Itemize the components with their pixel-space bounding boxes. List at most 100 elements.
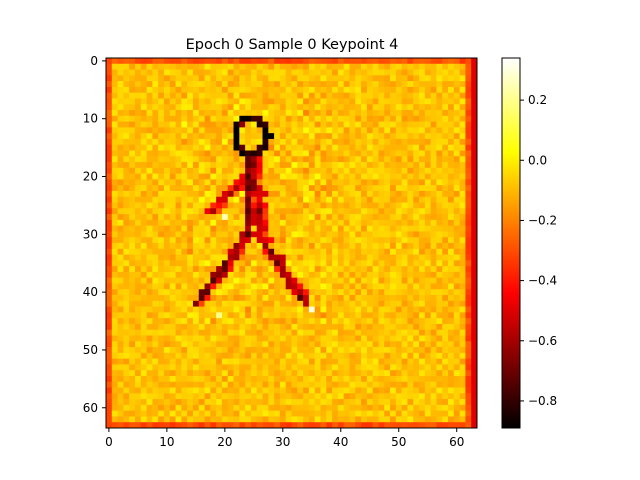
- heatmap-cell: [187, 202, 194, 209]
- heatmap-cell: [134, 289, 142, 296]
- heatmap-cell: [106, 323, 113, 331]
- heatmap-cell: [262, 150, 269, 157]
- heatmap-cell: [262, 352, 269, 359]
- heatmap-cell: [123, 196, 130, 203]
- heatmap-cell: [436, 86, 443, 94]
- heatmap-cell: [146, 98, 153, 105]
- heatmap-cell: [198, 121, 205, 128]
- colorbar-band: [502, 90, 520, 93]
- heatmap-cell: [401, 231, 408, 238]
- heatmap-cell: [303, 98, 310, 105]
- heatmap-cell: [210, 387, 217, 394]
- heatmap-cell: [239, 318, 246, 325]
- heatmap-cell: [181, 364, 188, 371]
- heatmap-cell: [192, 92, 200, 99]
- heatmap-cell: [129, 358, 136, 365]
- heatmap-cell: [349, 404, 356, 412]
- heatmap-cell: [279, 248, 287, 255]
- heatmap-cell: [291, 190, 298, 198]
- heatmap-cell: [291, 237, 298, 244]
- heatmap-cell: [453, 329, 460, 336]
- heatmap-cell: [419, 92, 426, 99]
- heatmap-cell: [163, 335, 171, 342]
- heatmap-cell: [308, 347, 316, 354]
- heatmap-cell: [210, 110, 217, 117]
- heatmap-cell: [134, 69, 142, 76]
- heatmap-cell: [279, 208, 287, 215]
- heatmap-cell: [308, 196, 316, 203]
- heatmap-cell: [320, 289, 327, 296]
- heatmap-cell: [279, 179, 287, 186]
- heatmap-cell: [343, 422, 350, 429]
- heatmap-cell: [204, 422, 211, 429]
- heatmap-cell: [471, 75, 478, 82]
- heatmap-cell: [163, 214, 171, 221]
- heatmap-cell: [442, 271, 449, 279]
- heatmap-cell: [262, 341, 269, 348]
- heatmap-cell: [372, 341, 379, 348]
- heatmap-cell: [169, 167, 176, 174]
- heatmap-cell: [262, 318, 269, 325]
- heatmap-cell: [413, 271, 420, 279]
- heatmap-cell: [274, 115, 281, 122]
- heatmap-cell: [123, 416, 130, 423]
- heatmap-cell: [129, 81, 136, 88]
- heatmap-cell: [343, 69, 350, 76]
- heatmap-cell: [233, 185, 240, 192]
- heatmap-cell: [407, 185, 414, 192]
- heatmap-cell: [181, 393, 188, 400]
- heatmap-cell: [256, 422, 263, 429]
- heatmap-cell: [106, 295, 113, 302]
- heatmap-cell: [384, 271, 391, 279]
- heatmap-cell: [140, 347, 147, 354]
- heatmap-cell: [233, 248, 240, 255]
- heatmap-cell: [372, 110, 379, 117]
- heatmap-cell: [233, 347, 240, 354]
- heatmap-cell: [198, 202, 205, 209]
- colorbar-band: [502, 146, 520, 149]
- heatmap-cell: [245, 335, 252, 342]
- heatmap-cell: [378, 416, 385, 423]
- heatmap-cell: [320, 75, 327, 82]
- heatmap-cell: [163, 347, 171, 354]
- heatmap-cell: [419, 335, 426, 342]
- heatmap-cell: [111, 115, 118, 122]
- heatmap-cell: [332, 219, 339, 227]
- heatmap-cell: [227, 352, 234, 359]
- heatmap-cell: [210, 335, 217, 342]
- heatmap-cell: [343, 196, 350, 203]
- heatmap-cell: [158, 202, 165, 209]
- heatmap-cell: [407, 335, 414, 342]
- heatmap-cell: [448, 300, 455, 307]
- heatmap-cell: [123, 306, 130, 313]
- heatmap-cell: [216, 260, 223, 267]
- heatmap-cell: [111, 225, 118, 232]
- heatmap-cell: [384, 404, 391, 412]
- heatmap-cell: [285, 243, 292, 250]
- y-tick-label: 50: [83, 343, 98, 357]
- heatmap-cell: [291, 300, 298, 307]
- heatmap-cell: [401, 410, 408, 417]
- heatmap-cell: [453, 318, 460, 325]
- heatmap-cell: [216, 127, 223, 134]
- heatmap-cell: [291, 422, 298, 429]
- heatmap-cell: [419, 358, 426, 365]
- heatmap-cell: [175, 58, 182, 65]
- heatmap-cell: [419, 277, 426, 284]
- heatmap-cell: [453, 144, 460, 151]
- heatmap-cell: [152, 173, 159, 180]
- heatmap-cell: [245, 156, 252, 163]
- heatmap-cell: [343, 75, 350, 82]
- heatmap-cell: [106, 156, 113, 163]
- heatmap-cell: [291, 133, 298, 140]
- heatmap-cell: [442, 173, 449, 180]
- heatmap-cell: [239, 179, 246, 186]
- heatmap-cell: [210, 352, 217, 359]
- heatmap-cell: [448, 127, 455, 134]
- heatmap-cell: [227, 167, 234, 174]
- heatmap-cell: [227, 323, 234, 331]
- heatmap-cell: [245, 381, 252, 388]
- heatmap-cell: [384, 335, 391, 342]
- heatmap-cell: [262, 98, 269, 105]
- heatmap-cell: [401, 75, 408, 82]
